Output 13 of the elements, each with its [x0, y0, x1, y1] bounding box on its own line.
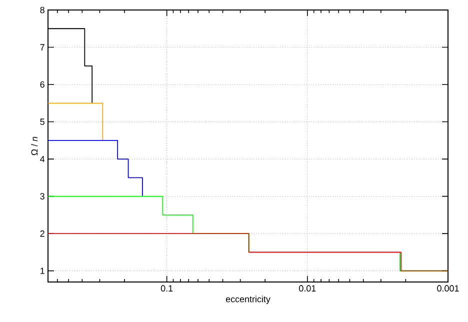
y-tick-label: 7 — [40, 44, 44, 50]
y-tick-label: 4 — [40, 156, 45, 162]
y-tick-label: 6 — [40, 81, 44, 88]
y-tick-label: 5 — [40, 118, 44, 125]
y-tick-label: 1 — [40, 268, 44, 274]
x-tick-label: 0.001 — [437, 285, 459, 292]
y-axis-title: Ω / n — [31, 136, 38, 156]
y-tick-label: 2 — [40, 230, 44, 237]
x-tick-label: 0.1 — [160, 285, 173, 292]
y-tick-label: 3 — [40, 193, 44, 200]
x-tick-label: 0.01 — [299, 285, 316, 292]
x-axis-title: eccentricity — [226, 296, 270, 304]
y-tick-label: 8 — [40, 6, 44, 14]
